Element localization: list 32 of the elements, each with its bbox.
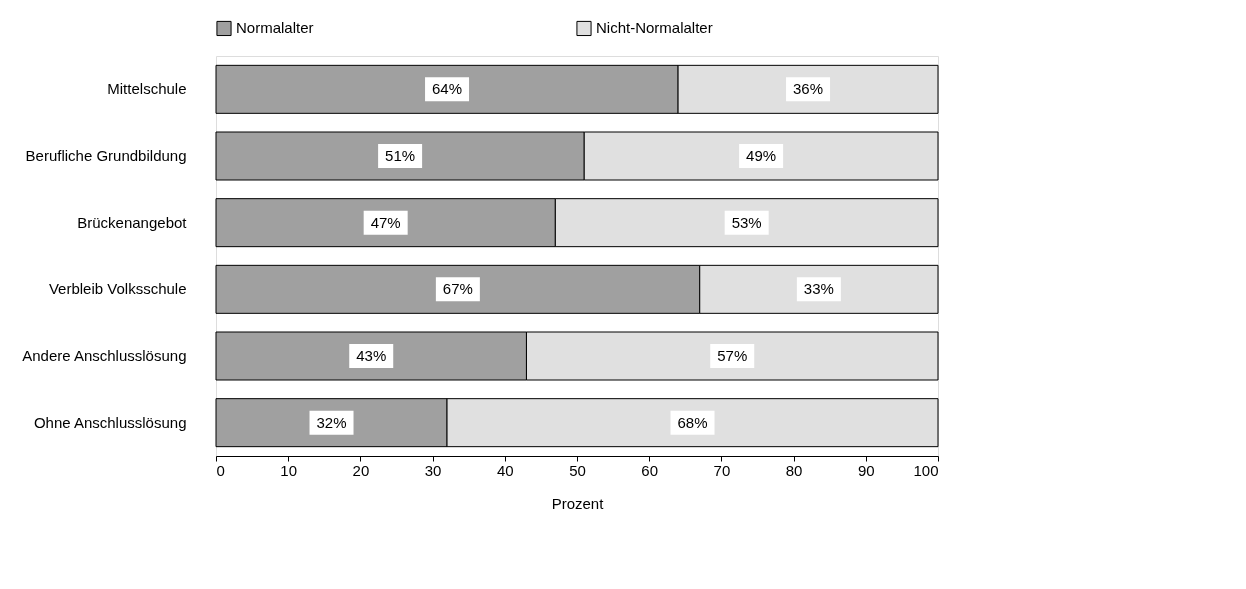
data-label: 47%: [370, 213, 401, 231]
y-tick-label: Brückenangebot: [77, 213, 188, 231]
y-tick-label: Andere Anschlusslösung: [22, 347, 187, 364]
x-tick-label: 20: [352, 461, 370, 479]
x-tick-label: 0: [216, 461, 225, 479]
y-tick-label: Mittelschule: [107, 80, 187, 98]
y-tick-label: Berufliche Grundbildung: [25, 147, 187, 164]
x-tick-label: 80: [785, 461, 803, 479]
data-label: 53%: [731, 213, 762, 231]
x-tick-label: 40: [496, 461, 514, 479]
data-label: 67%: [442, 280, 473, 298]
data-label: 33%: [803, 280, 834, 298]
data-label: 64%: [432, 80, 463, 98]
data-label: 43%: [356, 347, 387, 364]
data-label: 57%: [717, 347, 748, 364]
x-axis-title: Prozent: [551, 494, 605, 512]
x-tick-label: 30: [424, 461, 442, 479]
x-tick-label: 60: [641, 461, 659, 479]
x-tick-label: 70: [713, 461, 731, 479]
legend-label: Normalalter: [236, 19, 314, 37]
y-tick-label: Ohne Anschlusslösung: [33, 413, 187, 431]
data-label: 68%: [677, 413, 708, 431]
y-tick-label: Verbleib Volksschule: [48, 280, 187, 298]
data-label: 36%: [793, 80, 824, 98]
x-tick-label: 100: [913, 461, 939, 479]
x-tick-label: 50: [569, 461, 586, 479]
legend-label: Nicht-Normalalter: [596, 19, 713, 37]
data-label: 49%: [746, 147, 777, 164]
x-tick-label: 90: [857, 461, 875, 479]
data-label: 51%: [385, 147, 416, 164]
data-label: 32%: [316, 413, 347, 431]
x-tick-label: 10: [280, 461, 298, 479]
